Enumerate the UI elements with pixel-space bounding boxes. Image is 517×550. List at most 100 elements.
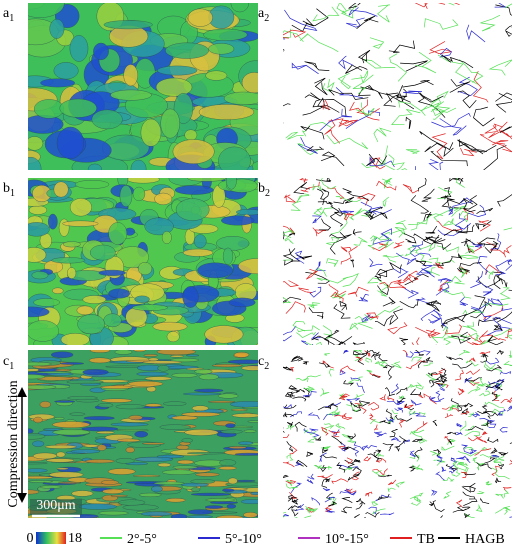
boundary [379, 282, 407, 289]
boundary [411, 356, 423, 362]
boundary [342, 188, 370, 202]
boundary [482, 353, 489, 358]
grain [176, 444, 190, 450]
boundary [347, 286, 369, 297]
grain [53, 62, 79, 80]
grain [82, 369, 109, 376]
grain [218, 466, 237, 471]
boundary [481, 431, 488, 436]
boundary [428, 158, 444, 170]
boundary [452, 506, 464, 513]
boundary [382, 364, 395, 369]
boundary [463, 198, 476, 213]
boundary [317, 201, 333, 207]
boundary [377, 493, 390, 501]
boundary [343, 350, 349, 355]
grain [28, 374, 46, 380]
grain [184, 129, 198, 141]
boundary [319, 108, 353, 132]
grain [219, 459, 237, 467]
boundary [415, 265, 433, 276]
boundary [480, 355, 488, 363]
boundary [467, 425, 484, 431]
boundary [459, 296, 469, 306]
grain [227, 477, 238, 485]
boundary [414, 447, 423, 459]
grain [58, 481, 82, 484]
boundary [483, 360, 496, 371]
boundary [451, 331, 472, 344]
boundary [283, 461, 295, 468]
boundary [339, 369, 346, 376]
boundary [337, 72, 351, 90]
boundary [295, 503, 305, 512]
boundary [423, 18, 459, 30]
boundary [404, 288, 420, 299]
boundary [369, 212, 388, 221]
boundary [371, 501, 379, 507]
grain [242, 406, 258, 409]
boundary [283, 259, 292, 261]
panel-letter: b [258, 181, 265, 196]
grain [137, 262, 153, 276]
boundary [506, 334, 512, 340]
boundary [287, 231, 296, 237]
grain [128, 415, 143, 421]
boundary [431, 325, 448, 344]
grain [204, 505, 224, 509]
boundary [333, 196, 355, 204]
grain [59, 98, 97, 118]
boundary [339, 210, 354, 214]
boundary [369, 157, 386, 170]
boundary [444, 324, 462, 335]
boundary [304, 94, 347, 116]
boundary [441, 445, 455, 451]
boundary [391, 109, 421, 125]
boundary [364, 350, 371, 357]
boundary [357, 85, 375, 96]
grain [134, 295, 150, 303]
boundary [323, 423, 334, 429]
grain [240, 499, 258, 505]
boundary [431, 368, 446, 375]
boundary [382, 196, 390, 208]
boundary [504, 26, 512, 37]
boundary [286, 479, 293, 487]
boundary [426, 329, 441, 338]
grain [163, 401, 187, 406]
boundary [347, 491, 357, 496]
boundary [355, 356, 363, 363]
boundary [366, 369, 373, 373]
boundary [292, 396, 307, 402]
grain [67, 396, 98, 401]
grain [77, 314, 105, 335]
boundary [447, 438, 456, 446]
boundary [421, 188, 435, 202]
boundary [394, 407, 403, 413]
boundary [301, 340, 314, 345]
boundary [369, 413, 374, 421]
boundary [481, 404, 490, 415]
boundary [338, 55, 354, 70]
grain [227, 359, 258, 364]
boundary [460, 471, 468, 478]
boundary [354, 350, 363, 354]
boundary [498, 408, 506, 416]
grain [205, 70, 228, 81]
boundary [287, 505, 302, 511]
boundary [459, 210, 470, 223]
boundary [294, 250, 305, 264]
boundary [299, 33, 339, 53]
boundary [331, 498, 337, 506]
boundary [346, 398, 360, 403]
grain [76, 305, 94, 316]
boundary [441, 198, 466, 208]
grain [197, 262, 234, 279]
boundary [389, 428, 398, 438]
boundary [498, 121, 512, 138]
panel-letter: c [258, 354, 264, 369]
grain [59, 362, 84, 365]
boundary [496, 311, 512, 323]
grain [142, 360, 183, 364]
boundary [508, 350, 512, 358]
